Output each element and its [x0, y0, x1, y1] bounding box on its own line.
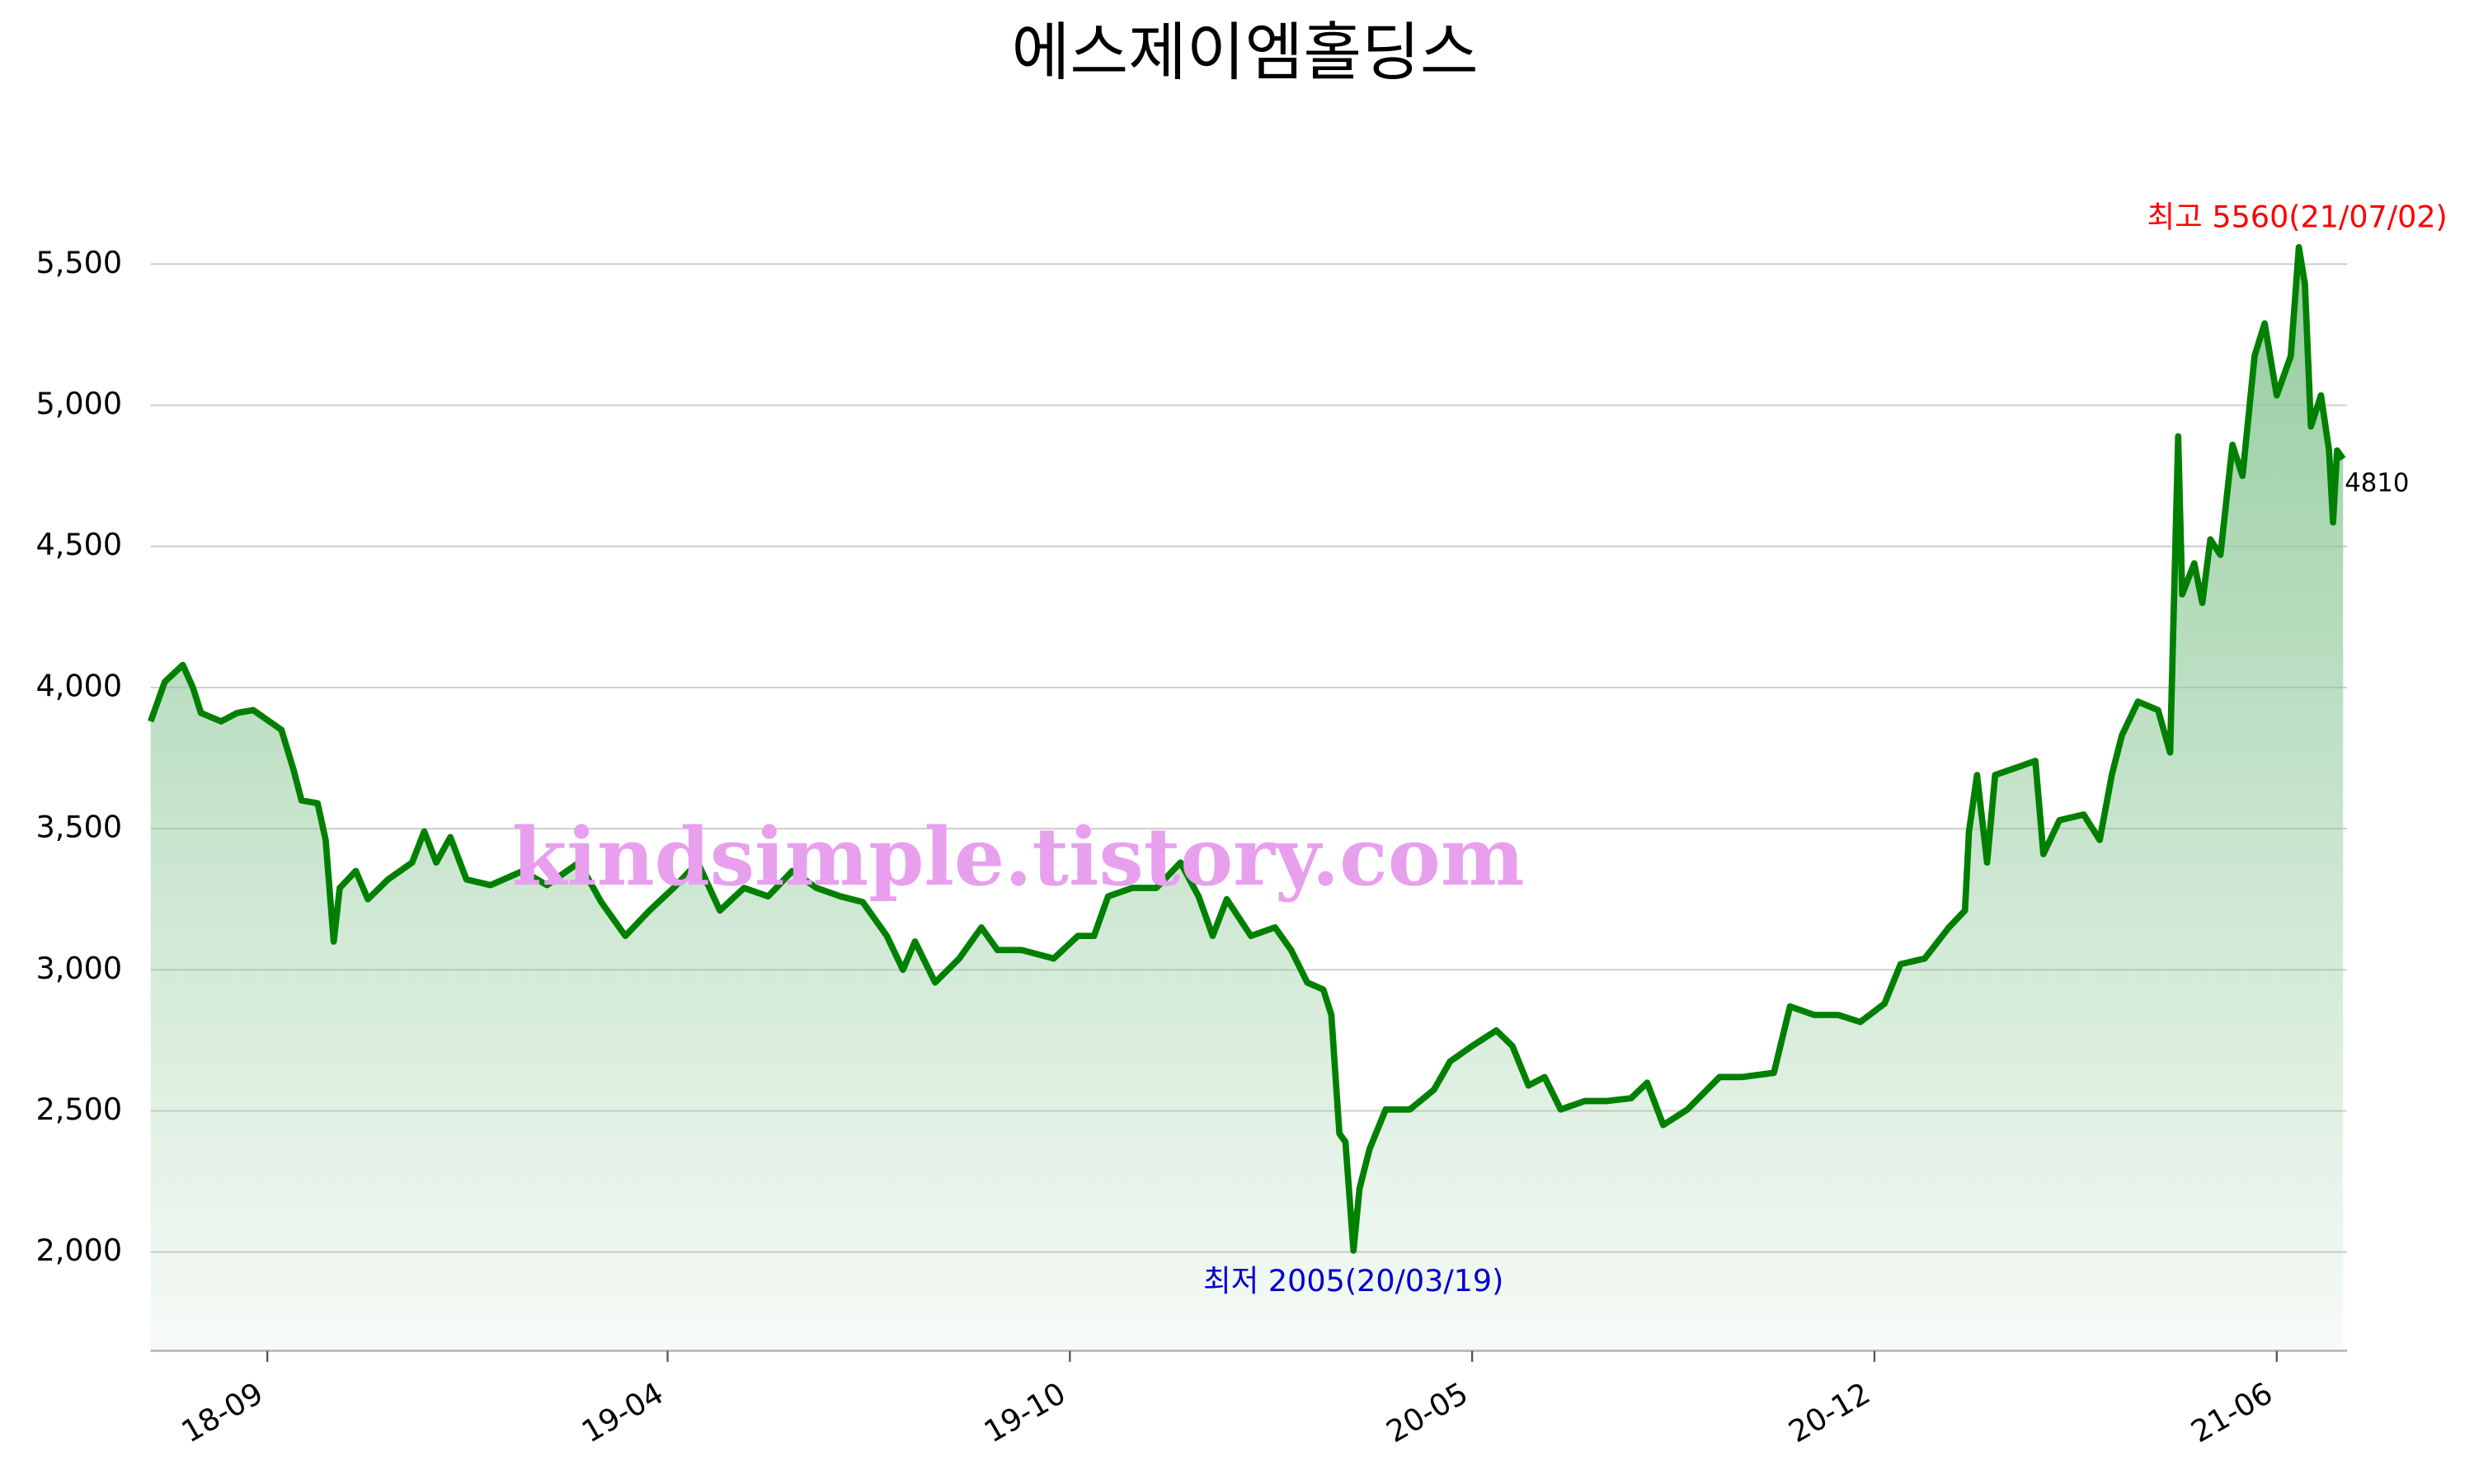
y-tick-label: 2,500 [36, 1092, 123, 1127]
y-tick-label: 5,000 [36, 386, 123, 421]
y-tick-label: 3,500 [36, 810, 123, 845]
y-tick-label: 3,000 [36, 951, 123, 986]
x-tick-label: 20-12 [1783, 1375, 1876, 1449]
x-tick-label: 20-05 [1380, 1375, 1474, 1449]
y-tick-label: 5,500 [36, 245, 123, 280]
x-tick-label: 19-10 [978, 1375, 1071, 1449]
watermark: kindsimple.tistory.com [512, 810, 1525, 904]
last-annotation: 4810 [2345, 468, 2409, 498]
price-line [148, 243, 2346, 1254]
y-tick-label: 4,000 [36, 668, 123, 703]
area [150, 247, 2344, 1351]
min-annotation: 최저 2005(20/03/19) [1203, 1263, 1503, 1298]
y-tick-label: 4,500 [36, 527, 123, 562]
x-tick-label: 18-09 [176, 1375, 269, 1449]
x-tick-label: 21-06 [2185, 1375, 2278, 1449]
max-annotation: 최고 5560(21/07/02) [2147, 200, 2448, 235]
x-tick-label: 19-04 [576, 1375, 669, 1449]
y-tick-label: 2,000 [36, 1233, 123, 1268]
chart-title: 에스제이엠홀딩스 [1012, 16, 1479, 90]
